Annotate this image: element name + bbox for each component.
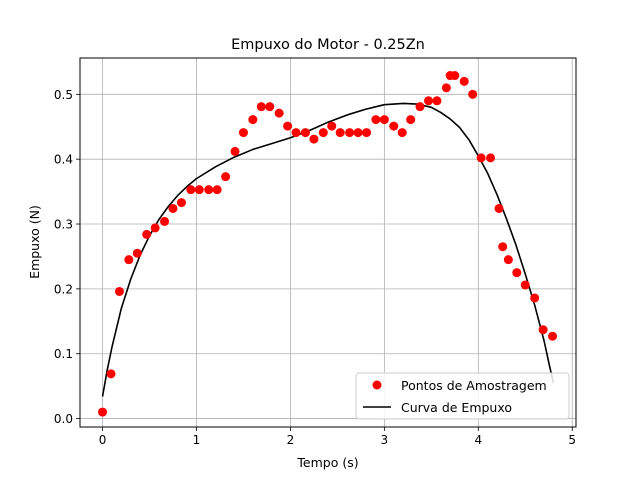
sample-point bbox=[160, 216, 170, 226]
sample-point bbox=[212, 185, 222, 195]
sample-point bbox=[204, 185, 214, 195]
sample-point bbox=[335, 128, 345, 138]
sample-point bbox=[406, 115, 416, 125]
y-tick-label: 0.5 bbox=[54, 88, 73, 102]
legend-marker-scatter bbox=[372, 380, 382, 390]
y-tick-label: 0.2 bbox=[54, 282, 73, 296]
sample-point bbox=[450, 71, 460, 81]
sample-point bbox=[468, 89, 478, 99]
sample-point bbox=[98, 407, 108, 417]
sample-point bbox=[291, 128, 301, 138]
sample-point bbox=[221, 172, 231, 182]
sample-point bbox=[424, 96, 434, 106]
sample-point bbox=[432, 96, 442, 106]
y-tick-label: 0.1 bbox=[54, 347, 73, 361]
sample-point bbox=[176, 198, 186, 208]
x-tick-label: 5 bbox=[568, 433, 576, 447]
x-tick-label: 3 bbox=[381, 433, 389, 447]
legend-label-line: Curva de Empuxo bbox=[401, 400, 512, 415]
scatter-layer bbox=[98, 71, 558, 417]
sample-point bbox=[132, 248, 142, 258]
sample-point bbox=[503, 255, 513, 265]
sample-point bbox=[548, 331, 558, 341]
y-axis-label: Empuxo (N) bbox=[27, 205, 42, 279]
sample-point bbox=[415, 102, 425, 112]
sample-point bbox=[124, 255, 134, 265]
sample-point bbox=[379, 115, 389, 125]
legend-label-scatter: Pontos de Amostragem bbox=[401, 378, 547, 393]
sample-point bbox=[397, 128, 407, 138]
sample-point bbox=[300, 128, 310, 138]
sample-point bbox=[520, 280, 530, 290]
sample-point bbox=[309, 134, 319, 144]
sample-point bbox=[389, 121, 399, 131]
sample-point bbox=[194, 185, 204, 195]
x-axis-label: Tempo (s) bbox=[296, 455, 358, 470]
legend-box bbox=[355, 372, 570, 420]
sample-point bbox=[538, 325, 548, 335]
sample-point bbox=[345, 128, 355, 138]
sample-point bbox=[459, 76, 469, 86]
sample-point bbox=[498, 242, 508, 252]
x-tick-label: 2 bbox=[287, 433, 295, 447]
sample-point bbox=[186, 185, 196, 195]
plot-frame bbox=[79, 57, 577, 428]
y-tick-label: 0.0 bbox=[54, 412, 73, 426]
x-tick-label: 1 bbox=[193, 433, 201, 447]
y-tick-label: 0.4 bbox=[54, 153, 73, 167]
sample-point bbox=[168, 203, 178, 213]
chart-title: Empuxo do Motor - 0.25Zn bbox=[231, 37, 425, 53]
y-tick-label: 0.3 bbox=[54, 218, 73, 232]
sample-point bbox=[114, 286, 124, 296]
legend: Pontos de Amostragem Curva de Empuxo bbox=[355, 372, 570, 420]
sample-point bbox=[441, 83, 451, 93]
sample-point bbox=[150, 223, 160, 233]
sample-point bbox=[142, 229, 152, 239]
sample-point bbox=[318, 128, 328, 138]
x-tick-label: 0 bbox=[99, 433, 107, 447]
x-tick-label: 4 bbox=[474, 433, 482, 447]
axis-ticks: 0 1 2 3 4 5 0.0 0.1 0.2 0.3 0.4 0.5 bbox=[54, 88, 576, 447]
sample-point bbox=[362, 128, 372, 138]
sample-point bbox=[486, 153, 496, 163]
sample-point bbox=[283, 121, 293, 131]
sample-point bbox=[371, 115, 381, 125]
sample-point bbox=[274, 108, 284, 118]
sample-point bbox=[512, 268, 522, 278]
sample-point bbox=[238, 128, 248, 138]
sample-point bbox=[494, 203, 504, 213]
sample-point bbox=[106, 369, 116, 379]
sample-point bbox=[327, 121, 337, 131]
sample-point bbox=[256, 102, 266, 112]
sample-point bbox=[265, 102, 275, 112]
sample-point bbox=[476, 153, 486, 163]
sample-point bbox=[230, 146, 240, 156]
sample-point bbox=[530, 293, 540, 303]
sample-point bbox=[353, 128, 363, 138]
sample-point bbox=[248, 115, 258, 125]
